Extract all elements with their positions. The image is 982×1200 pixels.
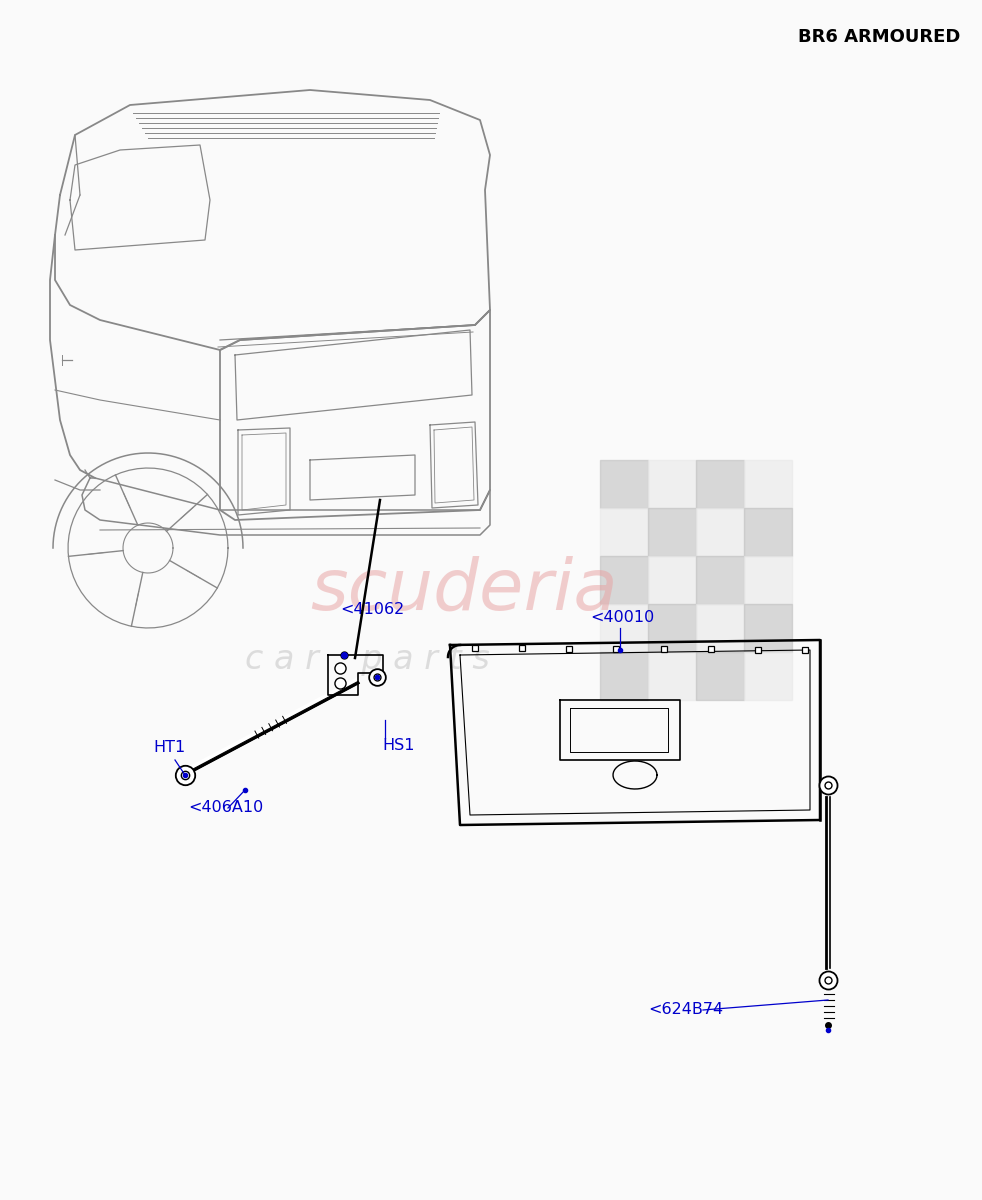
Bar (648, 604, 696, 652)
Bar (744, 460, 792, 508)
Bar (600, 556, 648, 604)
Bar (648, 652, 696, 700)
Text: c a r    p a r t s: c a r p a r t s (245, 643, 490, 677)
Text: HS1: HS1 (382, 738, 414, 752)
Text: <624B74: <624B74 (648, 1002, 723, 1018)
Bar (600, 460, 648, 508)
Bar (648, 508, 696, 556)
Bar (696, 460, 744, 508)
Bar (600, 652, 648, 700)
Bar (696, 508, 744, 556)
Text: <40010: <40010 (590, 611, 654, 625)
Bar (696, 604, 744, 652)
Text: <406A10: <406A10 (188, 800, 263, 816)
Bar (648, 556, 696, 604)
Text: BR6 ARMOURED: BR6 ARMOURED (797, 28, 960, 46)
Bar (600, 604, 648, 652)
Bar (648, 460, 696, 508)
Bar (744, 652, 792, 700)
Bar (696, 556, 744, 604)
Bar (744, 508, 792, 556)
Bar (744, 556, 792, 604)
Bar (696, 652, 744, 700)
Bar (744, 604, 792, 652)
Bar (600, 508, 648, 556)
Text: HT1: HT1 (153, 740, 186, 756)
Text: <41062: <41062 (340, 602, 405, 618)
Text: scuderia: scuderia (310, 556, 618, 624)
